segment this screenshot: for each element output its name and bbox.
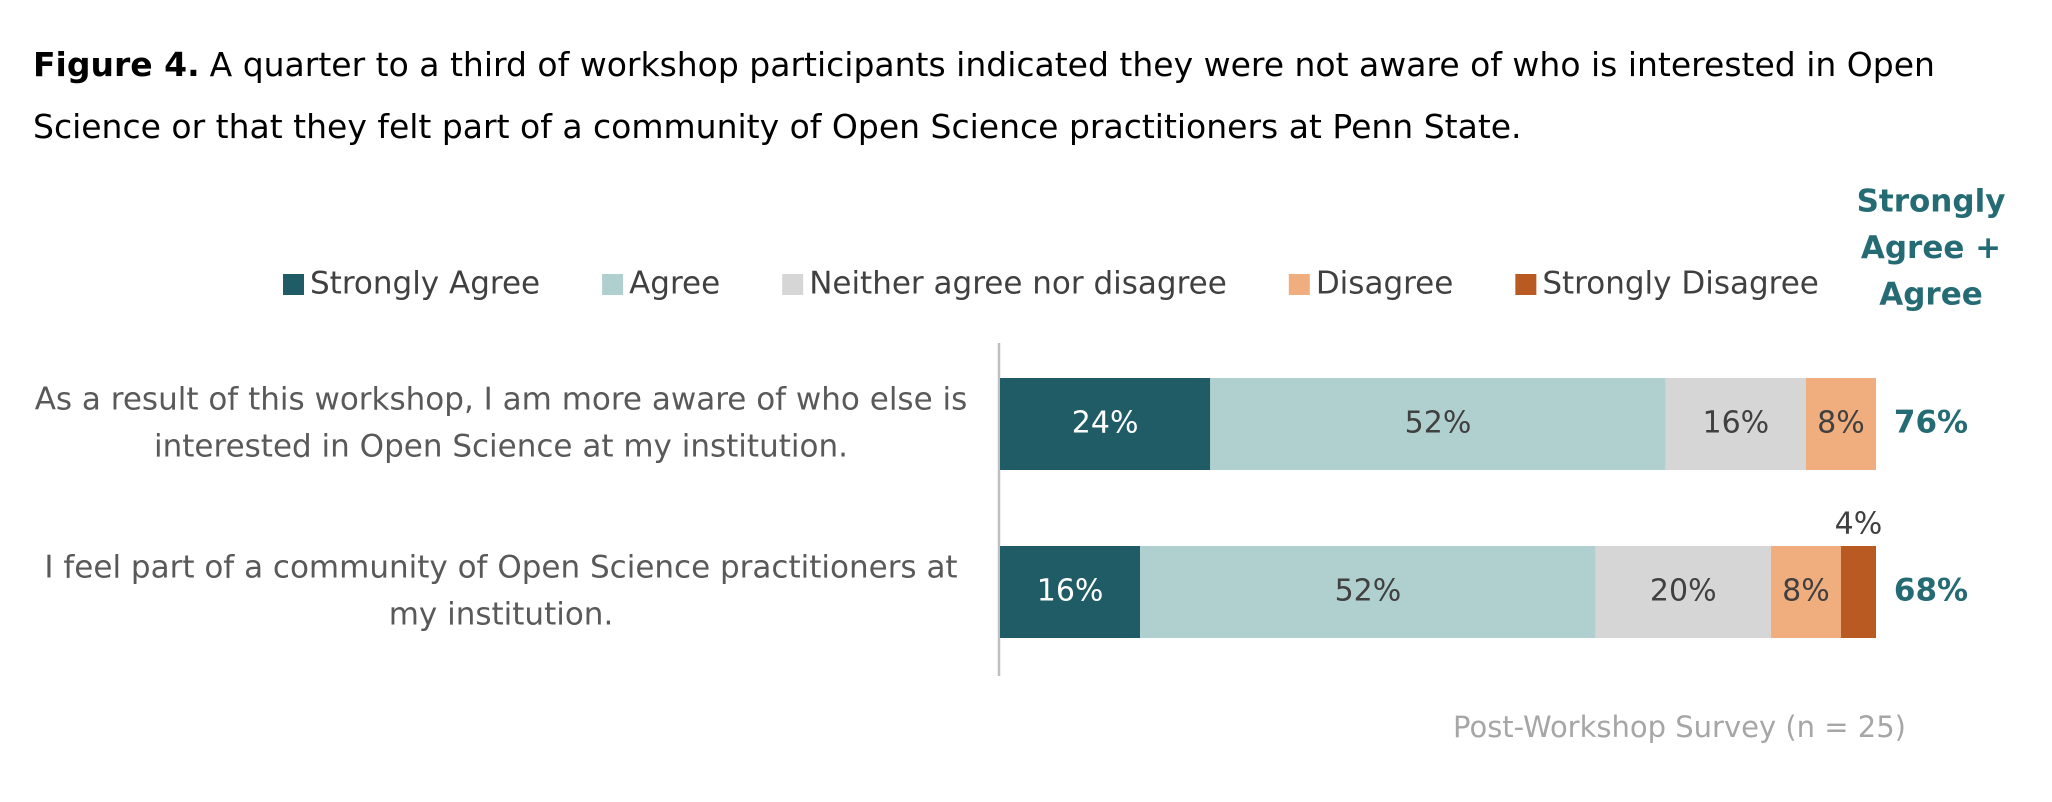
value-label: 16% [1702,406,1769,441]
totals-header: Agree [1879,277,1983,313]
source-note: Post-Workshop Survey (n = 25) [1453,710,1906,744]
total-label: 68% [1894,573,1968,609]
value-label: 52% [1335,574,1402,609]
legend-label: Strongly Agree [310,266,540,302]
bar-segment [1805,378,1876,470]
legend-swatch [283,274,304,295]
value-label: 52% [1405,406,1472,441]
legend-swatch [602,274,624,295]
category-label: I feel part of a community of Open Scien… [44,549,957,632]
totals-header: Strongly [1857,184,2006,220]
legend-label: Strongly Disagree [1542,266,1819,302]
title-line: A quarter to a third of workshop partici… [210,45,1935,84]
bar-segment [1665,378,1806,470]
chart-title: Figure 4. A quarter to a third of worksho… [33,45,1935,146]
total-label: 76% [1894,405,1968,441]
bar-segment [1595,546,1771,638]
category-line: I feel part of a community of Open Scien… [44,549,957,585]
title-prefix: Figure 4. [33,45,200,84]
value-label: 20% [1650,574,1717,609]
bar-segment [1770,546,1841,638]
category-line: interested in Open Science at my institu… [154,428,848,464]
value-label: 16% [1037,574,1104,609]
category-line: As a result of this workshop, I am more … [35,381,968,417]
legend-swatch [1515,274,1537,295]
value-label: 8% [1817,406,1865,441]
legend-label: Neither agree nor disagree [809,266,1227,302]
value-label: 8% [1782,574,1830,609]
bar-segment [1000,546,1141,638]
category-label: As a result of this workshop, I am more … [35,381,968,464]
value-label: 4% [1835,507,1883,542]
bar-segment [1140,546,1596,638]
title-line: Science or that they felt part of a comm… [33,107,1522,146]
legend-label: Agree [629,266,720,302]
value-label: 24% [1072,406,1139,441]
totals-header: Agree + [1861,230,2001,266]
bar-segment [1000,378,1211,470]
category-line: my institution. [389,596,614,632]
legend-label: Disagree [1316,266,1454,302]
legend-swatch [1288,274,1310,295]
bar-segment [1840,546,1876,638]
bar-segment [1210,378,1666,470]
legend-swatch [782,274,804,295]
